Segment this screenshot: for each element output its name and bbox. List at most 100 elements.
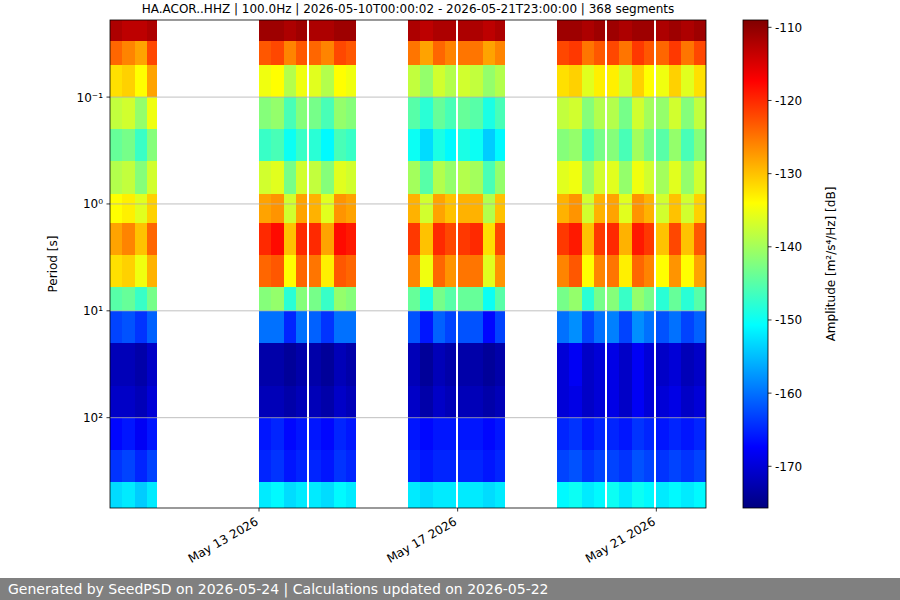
heatmap-cell <box>569 223 581 255</box>
heatmap-cell <box>694 129 706 161</box>
colorbar-tick-label: -120 <box>775 94 802 108</box>
heatmap-cell <box>607 223 619 255</box>
heatmap-cell <box>607 20 619 41</box>
heatmap-cell <box>271 97 283 129</box>
heatmap-cell <box>582 20 594 41</box>
heatmap-cell <box>569 343 581 386</box>
heatmap-cell <box>122 97 134 129</box>
heatmap-cell <box>346 255 356 287</box>
heatmap-cell <box>594 65 604 97</box>
heatmap-cell <box>346 418 356 450</box>
heatmap-cell <box>681 20 693 41</box>
heatmap-cell <box>607 418 619 450</box>
heatmap-cell <box>495 287 505 311</box>
heatmap-cell <box>619 223 631 255</box>
heatmap-cell <box>681 161 693 193</box>
heatmap-cell <box>445 311 455 343</box>
heatmap-cell <box>122 65 134 97</box>
heatmap-cell <box>458 65 470 97</box>
heatmap-cell <box>147 194 156 223</box>
heatmap-cell <box>309 41 321 65</box>
colorbar-tick-label: -160 <box>775 387 802 401</box>
heatmap-cell <box>122 20 134 41</box>
heatmap-cell <box>619 450 631 482</box>
heatmap-cell <box>284 223 296 255</box>
heatmap-cell <box>483 343 495 386</box>
heatmap-cell <box>632 450 644 482</box>
heatmap-cell <box>557 194 569 223</box>
heatmap-cell <box>632 129 644 161</box>
heatmap-cell <box>483 41 495 65</box>
heatmap-cell <box>470 223 482 255</box>
heatmap-cell <box>669 223 681 255</box>
heatmap-cell <box>296 161 306 193</box>
heatmap-cell <box>681 287 693 311</box>
heatmap-cell <box>607 311 619 343</box>
heatmap-cell <box>632 255 644 287</box>
heatmap-cell <box>694 343 706 386</box>
heatmap-cell <box>110 287 122 311</box>
heatmap-cell <box>296 194 306 223</box>
heatmap-cell <box>483 418 495 450</box>
heatmap-cell <box>483 450 495 482</box>
heatmap-cell <box>594 386 604 418</box>
heatmap-cell <box>110 386 122 418</box>
heatmap-cell <box>644 129 654 161</box>
heatmap-cell <box>495 129 505 161</box>
heatmap-cell <box>694 65 706 97</box>
heatmap-cell <box>271 20 283 41</box>
heatmap-cell <box>271 223 283 255</box>
heatmap-cell <box>420 65 432 97</box>
heatmap-cell <box>147 255 156 287</box>
heatmap-cell <box>495 161 505 193</box>
heatmap-cell <box>110 65 122 97</box>
heatmap-cell <box>681 97 693 129</box>
heatmap-cell <box>582 418 594 450</box>
heatmap-cell <box>445 223 455 255</box>
heatmap-cell <box>309 194 321 223</box>
colorbar-tick <box>768 173 772 174</box>
heatmap-cell <box>619 482 631 508</box>
heatmap-cell <box>346 450 356 482</box>
heatmap-cell <box>309 311 321 343</box>
heatmap-cell <box>569 129 581 161</box>
heatmap-cell <box>433 311 445 343</box>
heatmap-cell <box>569 20 581 41</box>
heatmap-cell <box>458 287 470 311</box>
heatmap-cell <box>470 129 482 161</box>
heatmap-cell <box>669 41 681 65</box>
heatmap-cell <box>433 223 445 255</box>
heatmap-cell <box>321 287 333 311</box>
heatmap-cell <box>433 194 445 223</box>
heatmap-cell <box>656 255 668 287</box>
heatmap-cell <box>135 41 147 65</box>
heatmap-cell <box>458 41 470 65</box>
heatmap-cell <box>694 223 706 255</box>
heatmap-cell <box>420 287 432 311</box>
heatmap-cell <box>619 194 631 223</box>
heatmap-cell <box>632 343 644 386</box>
heatmap-cell <box>495 255 505 287</box>
heatmap-cell <box>259 41 271 65</box>
heatmap-cell <box>408 482 420 508</box>
heatmap-cell <box>408 161 420 193</box>
heatmap-cell <box>495 20 505 41</box>
heatmap-cell <box>669 311 681 343</box>
heatmap-cell <box>321 41 333 65</box>
heatmap-cell <box>408 311 420 343</box>
heatmap-cell <box>594 194 604 223</box>
heatmap-cell <box>644 386 654 418</box>
heatmap-cell <box>135 311 147 343</box>
heatmap-cell <box>644 41 654 65</box>
heatmap-cell <box>296 255 306 287</box>
heatmap-cell <box>433 482 445 508</box>
heatmap-cell <box>408 343 420 386</box>
heatmap-cell <box>569 287 581 311</box>
heatmap-cell <box>346 287 356 311</box>
heatmap-cell <box>656 418 668 450</box>
heatmap-cell <box>321 343 333 386</box>
heatmap-cell <box>284 65 296 97</box>
heatmap-cell <box>147 343 156 386</box>
heatmap-cell <box>296 97 306 129</box>
colorbar-tick-label: -150 <box>775 313 802 327</box>
